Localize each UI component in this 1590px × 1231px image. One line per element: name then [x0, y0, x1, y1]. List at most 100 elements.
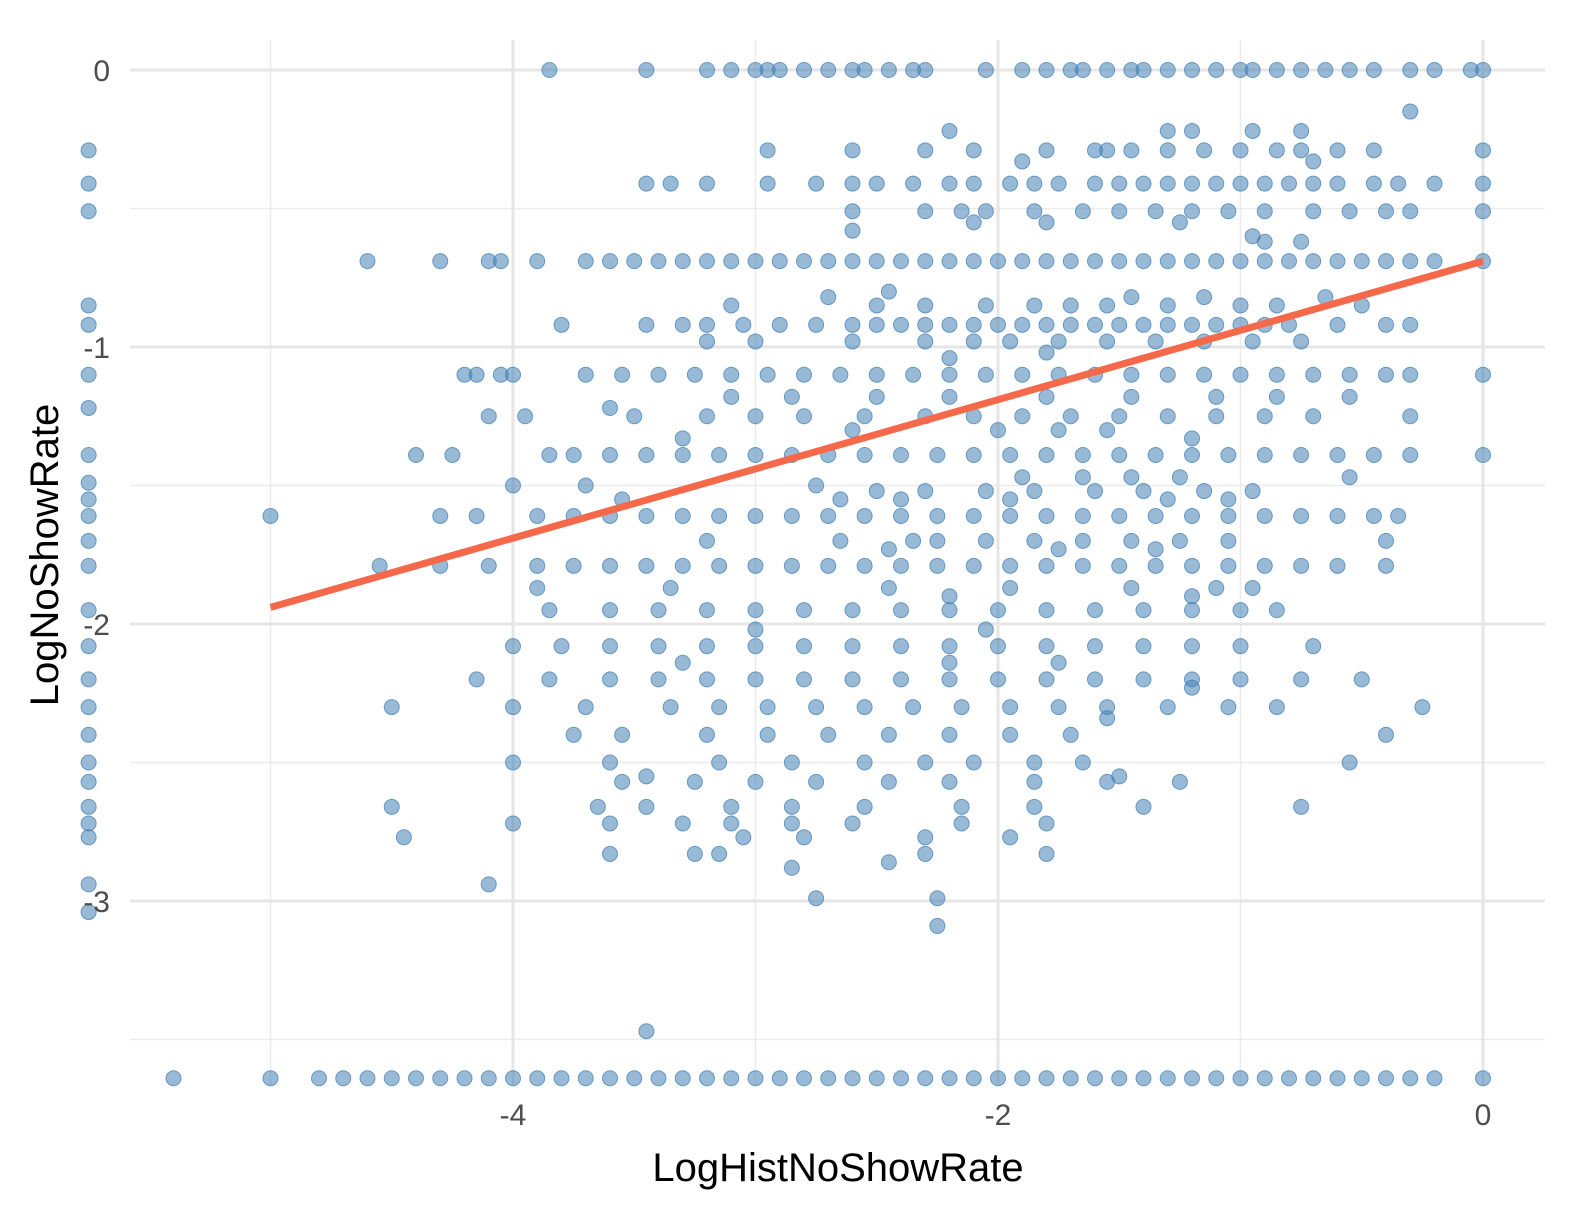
- data-point: [917, 754, 934, 771]
- data-point: [747, 638, 764, 655]
- data-point: [1365, 62, 1382, 78]
- data-point: [808, 175, 825, 192]
- data-point: [965, 142, 982, 159]
- data-point: [880, 854, 897, 871]
- data-point: [880, 283, 897, 300]
- data-point: [844, 602, 861, 619]
- data-point: [1038, 638, 1055, 655]
- data-point: [868, 316, 885, 333]
- data-point: [1002, 829, 1019, 846]
- data-point: [1232, 142, 1249, 159]
- data-point: [771, 253, 788, 270]
- data-point: [868, 366, 885, 383]
- data-point: [953, 699, 970, 716]
- data-point: [965, 214, 982, 231]
- data-point: [1365, 175, 1382, 192]
- data-point: [1329, 447, 1346, 464]
- data-point: [1378, 557, 1394, 574]
- data-point: [844, 815, 861, 832]
- data-point: [1147, 333, 1164, 350]
- data-point: [638, 1023, 655, 1040]
- data-point: [844, 638, 861, 655]
- data-point: [529, 579, 546, 596]
- data-point: [856, 447, 873, 464]
- data-point: [759, 366, 776, 383]
- data-point: [1123, 366, 1140, 383]
- data-point: [1475, 366, 1491, 383]
- data-point: [699, 253, 715, 270]
- data-point: [699, 1070, 715, 1087]
- data-point: [1232, 602, 1249, 619]
- data-point: [723, 798, 740, 815]
- data-point: [796, 638, 812, 655]
- data-point: [1087, 671, 1103, 688]
- data-point: [1087, 602, 1103, 619]
- data-point: [1341, 203, 1358, 220]
- data-point: [1159, 366, 1176, 383]
- data-point: [1220, 699, 1237, 716]
- data-point: [432, 1070, 449, 1087]
- data-point: [1184, 203, 1200, 220]
- data-point: [1087, 253, 1103, 270]
- data-point: [1062, 1070, 1079, 1087]
- data-point: [662, 175, 679, 192]
- data-point: [1123, 289, 1140, 306]
- data-point: [941, 253, 958, 270]
- data-point: [662, 579, 679, 596]
- data-point: [868, 175, 885, 192]
- data-point: [1087, 1070, 1103, 1087]
- data-point: [505, 1070, 521, 1087]
- data-point: [917, 845, 934, 862]
- data-point: [844, 422, 861, 439]
- data-point: [1208, 388, 1225, 405]
- data-point: [1038, 671, 1055, 688]
- data-point: [990, 253, 1006, 270]
- data-point: [1159, 175, 1176, 192]
- data-point: [747, 1070, 764, 1087]
- data-point: [1475, 62, 1491, 78]
- data-point: [1184, 638, 1200, 655]
- data-point: [311, 1070, 327, 1087]
- data-point: [965, 333, 982, 350]
- y-tick-label: -3: [83, 886, 110, 919]
- data-point: [1050, 175, 1067, 192]
- data-point: [1074, 507, 1091, 524]
- data-point: [1220, 557, 1237, 574]
- data-point: [1026, 773, 1043, 790]
- data-point: [1281, 253, 1297, 270]
- data-point: [699, 532, 715, 549]
- data-point: [796, 366, 812, 383]
- data-point: [1026, 483, 1043, 500]
- data-point: [1111, 507, 1128, 524]
- data-point: [893, 447, 909, 464]
- data-point: [1014, 366, 1031, 383]
- data-point: [1026, 203, 1043, 220]
- data-point: [917, 316, 934, 333]
- data-point: [1074, 532, 1091, 549]
- data-point: [1087, 316, 1103, 333]
- data-point: [1159, 122, 1176, 139]
- data-point: [723, 1070, 740, 1087]
- minor-gridlines: [130, 40, 1545, 1085]
- data-point: [965, 316, 982, 333]
- data-point: [1014, 469, 1031, 486]
- data-point: [1329, 142, 1346, 159]
- data-point: [541, 447, 558, 464]
- data-point: [1135, 253, 1152, 270]
- data-point: [529, 507, 546, 524]
- data-point: [977, 483, 994, 500]
- data-point: [1050, 654, 1067, 671]
- data-point: [953, 798, 970, 815]
- data-point: [711, 699, 728, 716]
- data-point: [80, 815, 97, 832]
- data-point: [941, 316, 958, 333]
- data-point: [1317, 62, 1334, 78]
- data-point: [1099, 710, 1116, 727]
- data-point: [929, 532, 946, 549]
- data-point: [1208, 175, 1225, 192]
- data-point: [977, 62, 994, 78]
- data-point: [1111, 1070, 1128, 1087]
- data-point: [1002, 333, 1019, 350]
- data-point: [941, 773, 958, 790]
- data-point: [614, 366, 631, 383]
